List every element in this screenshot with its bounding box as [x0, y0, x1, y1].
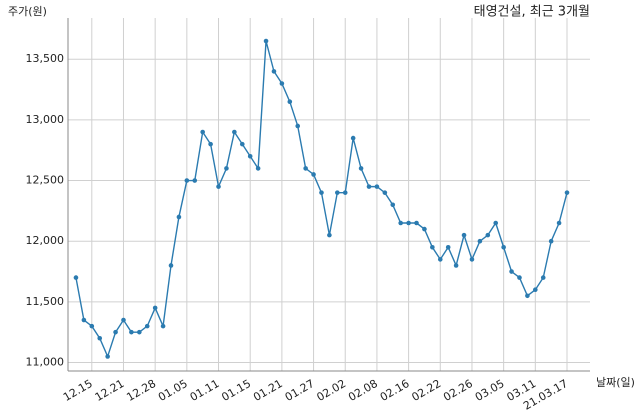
point	[564, 190, 570, 195]
point	[232, 129, 237, 135]
point	[160, 323, 166, 329]
line	[75, 40, 568, 359]
y-tick-label: 11,500	[26, 295, 65, 308]
x-tick-label: 01.21	[251, 377, 285, 404]
point	[430, 244, 435, 250]
point	[105, 354, 110, 359]
point	[406, 220, 411, 226]
y-axis-label: 주가(원)	[8, 5, 47, 18]
point	[501, 244, 506, 250]
point	[247, 153, 253, 159]
x-tick-label: 12.28	[124, 377, 158, 404]
point	[533, 287, 538, 293]
point	[437, 257, 443, 262]
x-tick-label: 12.15	[61, 377, 95, 404]
point	[453, 263, 459, 268]
point	[493, 220, 499, 226]
point	[239, 141, 245, 147]
point	[525, 293, 530, 299]
point	[350, 135, 356, 141]
point	[255, 166, 261, 171]
point	[548, 238, 554, 244]
point	[89, 323, 95, 329]
point	[342, 190, 348, 195]
y-tick-label: 12,500	[26, 174, 65, 187]
point	[390, 202, 396, 208]
x-tick-label: 02.22	[410, 377, 444, 404]
x-axis-label: 날짜(일)	[596, 375, 635, 389]
x-tick-label: 02.16	[378, 377, 412, 404]
point	[398, 220, 403, 226]
point	[184, 178, 190, 183]
x-tick-label: 02.08	[346, 377, 380, 404]
point	[287, 99, 293, 105]
point	[279, 81, 285, 86]
point	[152, 305, 158, 311]
point	[129, 329, 134, 335]
point	[556, 220, 562, 226]
point	[461, 232, 467, 238]
point	[137, 329, 142, 335]
y-tick-label: 13,500	[26, 52, 65, 65]
point	[382, 190, 388, 195]
y-tick-label: 13,000	[26, 113, 65, 126]
point	[319, 190, 324, 195]
point	[422, 226, 427, 232]
y-tick-label: 12,000	[26, 234, 65, 247]
point	[303, 166, 308, 171]
x-tick-label: 01.15	[219, 377, 253, 404]
point	[414, 220, 419, 226]
chart-title: 태영건설, 최근 3개월	[474, 5, 590, 20]
x-tick-label: 12.21	[93, 377, 127, 404]
x-tick-label: 01.05	[156, 377, 190, 404]
y-tick-label: 11,000	[26, 356, 65, 369]
point	[311, 172, 316, 177]
point	[97, 335, 103, 341]
point	[517, 275, 522, 280]
point	[216, 184, 221, 189]
point	[509, 269, 514, 274]
point	[121, 317, 126, 323]
point	[73, 275, 79, 280]
point	[366, 184, 372, 189]
point	[374, 184, 380, 189]
point	[176, 214, 182, 220]
point	[485, 232, 491, 238]
point	[445, 244, 451, 250]
x-tick-label: 02.26	[441, 377, 475, 404]
x-tick-label: 01.11	[188, 377, 222, 404]
point	[469, 257, 475, 262]
point	[81, 317, 87, 323]
point	[144, 323, 150, 329]
point	[263, 38, 269, 44]
point	[358, 166, 364, 171]
point	[168, 263, 174, 268]
point	[477, 238, 483, 244]
point	[192, 178, 198, 183]
point	[113, 329, 118, 335]
x-tick-label: 01.27	[283, 377, 317, 404]
point	[335, 190, 340, 195]
x-tick-label: 02.02	[314, 377, 348, 404]
point	[200, 129, 205, 135]
point	[224, 166, 229, 171]
point	[271, 69, 277, 74]
point	[327, 232, 332, 238]
point	[540, 275, 546, 280]
point	[208, 141, 213, 147]
point	[295, 123, 301, 129]
x-tick-label: 03.05	[473, 377, 507, 404]
